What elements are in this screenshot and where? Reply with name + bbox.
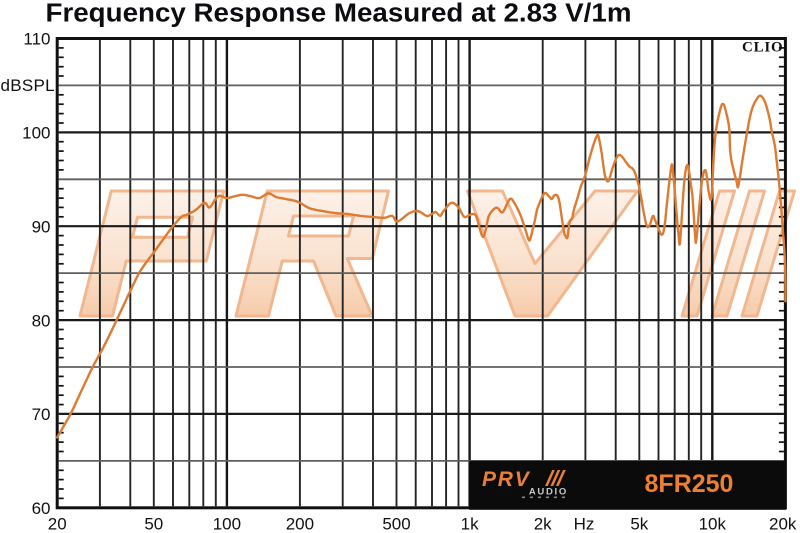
- svg-text:dBSPL: dBSPL: [1, 76, 55, 95]
- svg-text:10k: 10k: [699, 514, 727, 533]
- svg-text:200: 200: [286, 514, 314, 533]
- svg-text:CLIO: CLIO: [742, 40, 784, 56]
- svg-text:Hz: Hz: [574, 514, 595, 533]
- svg-text:Frequency Response Measured at: Frequency Response Measured at 2.83 V/1m: [46, 0, 632, 27]
- svg-text:70: 70: [32, 405, 51, 424]
- svg-text:50: 50: [144, 514, 163, 533]
- svg-text:90: 90: [32, 217, 51, 236]
- svg-text:5k: 5k: [630, 514, 648, 533]
- svg-text:20k: 20k: [769, 514, 797, 533]
- svg-text:1k: 1k: [461, 514, 479, 533]
- svg-text:AUDIO: AUDIO: [529, 487, 568, 498]
- svg-text:100: 100: [213, 514, 241, 533]
- svg-text:20: 20: [48, 514, 67, 533]
- svg-text:8FR250: 8FR250: [645, 470, 734, 498]
- svg-text:2k: 2k: [534, 514, 552, 533]
- svg-text:60: 60: [32, 499, 51, 518]
- svg-text:500: 500: [382, 514, 410, 533]
- svg-text:PRV: PRV: [482, 468, 531, 491]
- svg-text:80: 80: [32, 311, 51, 330]
- svg-text:110: 110: [23, 30, 50, 49]
- svg-text:100: 100: [22, 124, 50, 143]
